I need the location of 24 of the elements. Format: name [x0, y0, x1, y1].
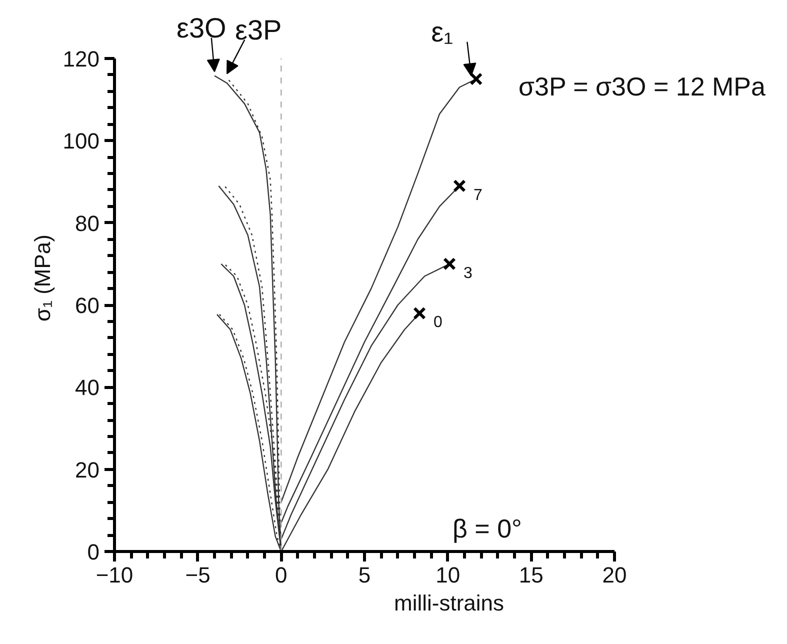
annotation: σ3P = σ3O = 12 MPa [518, 72, 766, 102]
y-tick-label: 120 [62, 46, 100, 72]
x-tick-label: −10 [96, 562, 134, 588]
annotation: 0 [434, 314, 442, 332]
y-axis-title: σ₁ (MPa) [30, 234, 55, 322]
annotation: ε3P [235, 14, 282, 46]
y-tick-label: 80 [75, 210, 100, 236]
x-tick-label: 5 [358, 562, 371, 588]
x-tick-label: 10 [436, 562, 460, 588]
x-tick-label: 0 [275, 562, 288, 588]
y-tick-label: 40 [75, 375, 100, 400]
annotation: 7 [474, 186, 482, 204]
x-tick-label: 20 [602, 562, 627, 588]
x-tick-label: −5 [185, 562, 210, 588]
y-tick-label: 0 [87, 540, 100, 564]
x-axis-title: milli-strains [394, 590, 504, 616]
annotation: ε3O [176, 12, 226, 44]
annotation: ε₁ [431, 16, 454, 48]
y-tick-label: 100 [62, 128, 100, 154]
y-tick-label: 20 [75, 457, 100, 482]
annotation: 3 [464, 264, 472, 282]
y-tick-label: 60 [75, 293, 100, 318]
annotation: β = 0° [452, 514, 522, 544]
x-tick-label: 15 [518, 562, 544, 588]
